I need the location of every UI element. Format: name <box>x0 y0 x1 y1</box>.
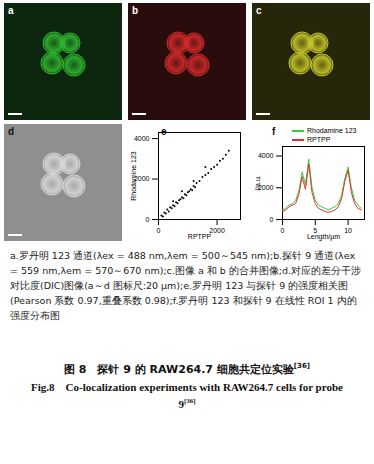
html-text:f: f <box>272 126 276 137</box>
svg-text:Length/μm: Length/μm <box>307 233 340 241</box>
html-text:a: a <box>8 5 14 16</box>
svg-text:5: 5 <box>313 227 318 235</box>
svg-text:0: 0 <box>270 216 274 223</box>
svg-text:10: 10 <box>344 227 352 234</box>
html-text:c: c <box>256 5 262 16</box>
html-text:a.罗丹明 123 通道(λex = 488 nm,λem: a.罗丹明 123 通道(λex = 488 nm,λem = 500～545 … <box>10 250 361 321</box>
svg-text:Rhodamine 123: Rhodamine 123 <box>130 151 137 201</box>
html-text:b: b <box>132 5 139 16</box>
svg-text:0: 0 <box>157 227 161 234</box>
html-text:Rhodamine 123: Rhodamine 123 <box>307 127 357 134</box>
svg-text:RPTPP: RPTPP <box>188 233 212 240</box>
svg-text:2000: 2000 <box>257 184 274 191</box>
svg-text:0: 0 <box>281 227 285 234</box>
svg-text:4000: 4000 <box>258 152 274 159</box>
html-text:RPTPP: RPTPP <box>307 136 331 143</box>
html-text:图 8 探针 9 的 RAW264.7 细胞共定位实验[36: 图 8 探针 9 的 RAW264.7 细胞共定位实验[36] <box>64 362 310 376</box>
svg-text:4000: 4000 <box>134 135 150 142</box>
svg-text:2000: 2000 <box>133 175 150 183</box>
html-text:Fig.8 Co-localization experime: Fig.8 Co-localization experiments with R… <box>31 381 343 410</box>
html-text:d: d <box>8 126 15 137</box>
svg-text:0: 0 <box>146 216 150 223</box>
svg-text:I/a.u.: I/a.u. <box>254 175 261 191</box>
html-text:e: e <box>161 126 167 137</box>
svg-text:2000: 2000 <box>209 227 225 234</box>
